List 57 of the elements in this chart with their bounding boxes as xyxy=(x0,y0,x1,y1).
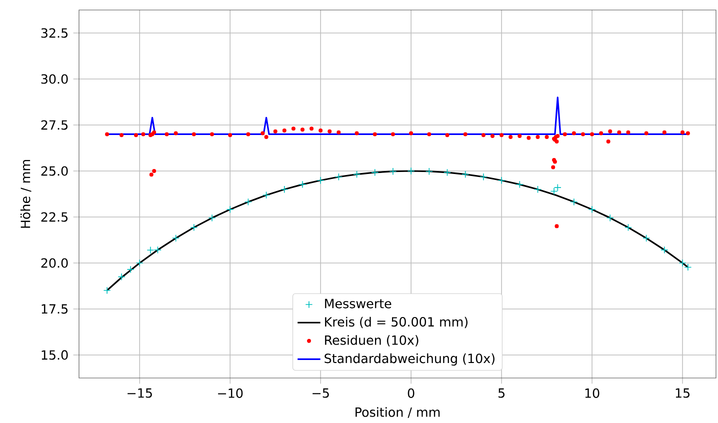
point xyxy=(624,224,632,232)
x-tick-label: −5 xyxy=(312,388,329,398)
point xyxy=(480,173,488,181)
point xyxy=(516,180,524,188)
legend-label: Residuen (10x) xyxy=(325,335,418,346)
point xyxy=(334,173,342,181)
point xyxy=(550,187,558,195)
point xyxy=(262,191,270,199)
point xyxy=(190,224,198,232)
x-tick-label: 15 xyxy=(676,388,690,398)
point xyxy=(371,168,379,176)
y-tick-label: 17.5 xyxy=(42,304,68,314)
line-series xyxy=(106,170,689,292)
y-tick-label: 20.0 xyxy=(41,258,68,268)
y-tick-label: 32.5 xyxy=(41,28,68,38)
point xyxy=(172,234,180,242)
point xyxy=(208,214,216,222)
point xyxy=(554,184,562,192)
y-tick-label: 15.0 xyxy=(42,350,68,360)
x-tick-label: −10 xyxy=(218,388,243,398)
point xyxy=(353,170,361,178)
y-tick-label: 25.0 xyxy=(41,166,68,176)
point xyxy=(606,214,614,222)
point xyxy=(407,167,415,175)
point xyxy=(280,186,288,194)
point xyxy=(444,168,451,176)
x-tick-label: 10 xyxy=(585,388,600,398)
point xyxy=(244,198,252,206)
point xyxy=(534,186,542,194)
y-axis-title: Höhe / mm xyxy=(20,160,32,228)
point xyxy=(660,246,668,254)
point xyxy=(118,273,126,281)
point xyxy=(389,168,397,176)
x-tick-label: 0 xyxy=(408,388,414,398)
point xyxy=(498,176,506,184)
x-tick-label: −15 xyxy=(128,388,152,398)
point xyxy=(462,170,470,178)
legend-label: Messwerte xyxy=(325,298,392,308)
x-axis-title: Position / mm xyxy=(356,407,440,418)
y-tick-label: 30.0 xyxy=(41,74,68,84)
point xyxy=(298,180,306,188)
y-tick-label: 27.5 xyxy=(41,120,68,130)
point xyxy=(642,234,650,242)
legend-label: Kreis (d = 50.001 mm) xyxy=(325,316,468,328)
point xyxy=(316,176,324,184)
point xyxy=(146,246,154,254)
y-tick-label: 22.5 xyxy=(41,212,68,222)
point xyxy=(103,286,111,294)
x-tick-label: 5 xyxy=(498,388,504,398)
point xyxy=(136,259,144,267)
point xyxy=(570,198,578,206)
point xyxy=(154,246,162,254)
legend-label: Standardabweichung (10x) xyxy=(324,353,494,366)
point xyxy=(226,206,234,214)
point xyxy=(588,206,596,214)
point xyxy=(126,266,134,274)
point xyxy=(425,168,433,176)
